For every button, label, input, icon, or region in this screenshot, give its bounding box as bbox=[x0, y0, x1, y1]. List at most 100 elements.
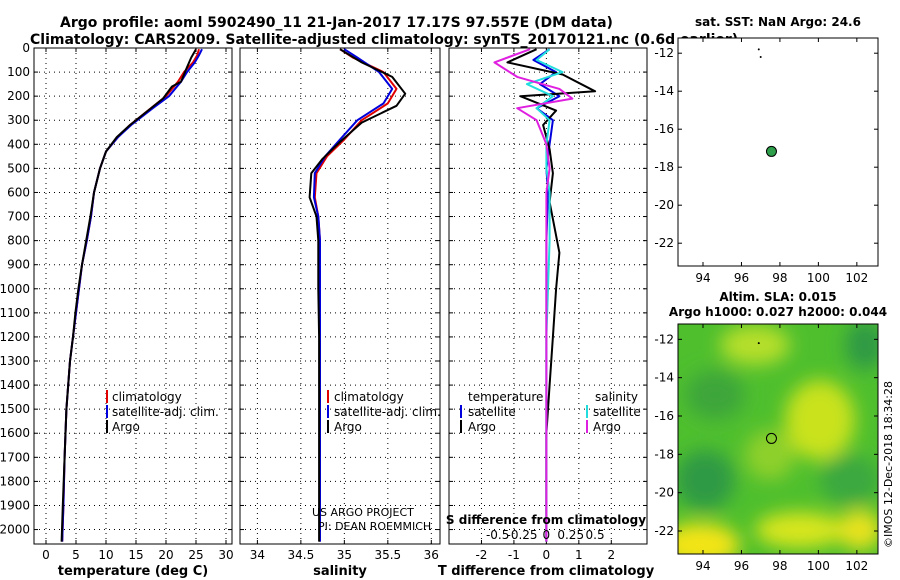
x2-tick-label: 0 bbox=[543, 528, 551, 542]
map-x-tick-label: 100 bbox=[807, 559, 830, 573]
depth-tick-label: 1800 bbox=[0, 474, 30, 488]
x-tick-label: 15 bbox=[128, 548, 143, 562]
salinity-legend: climatology satellite-adj. clim. Argo bbox=[327, 390, 441, 434]
sla-field bbox=[678, 324, 878, 554]
series-line-climatology bbox=[61, 48, 200, 542]
legend-label-satellite: satellite-adj. clim. bbox=[334, 405, 441, 419]
map-x-tick-label: 98 bbox=[772, 559, 787, 573]
depth-tick-label: 1700 bbox=[0, 450, 30, 464]
depth-tick-label: 800 bbox=[7, 234, 30, 248]
track-point bbox=[759, 56, 762, 58]
map-y-tick-label: -18 bbox=[654, 160, 674, 174]
series-line-argo bbox=[308, 48, 407, 542]
temperature-panel bbox=[33, 47, 233, 545]
x-tick-label: 10 bbox=[98, 548, 113, 562]
temperature-xlabel: temperature (deg C) bbox=[58, 564, 208, 579]
series-line-s-argo bbox=[493, 48, 574, 542]
depth-tick-label: 1400 bbox=[0, 378, 30, 392]
depth-tick-label: 1300 bbox=[0, 354, 30, 368]
series-line-t-argo bbox=[506, 48, 597, 542]
depth-tick-label: 1000 bbox=[0, 282, 30, 296]
x2-tick-label: -0.25 bbox=[507, 528, 538, 542]
x-tick-label: 2 bbox=[607, 548, 615, 562]
x-tick-label: -2 bbox=[475, 548, 487, 562]
map-x-tick-label: 98 bbox=[772, 271, 787, 285]
attribution-line-1: US ARGO PROJECT bbox=[312, 506, 414, 519]
map-y-tick-label: -18 bbox=[654, 447, 674, 461]
watermark: ©IMOS 12-Dec-2018 18:34:28 bbox=[882, 381, 895, 548]
map-x-tick-label: 102 bbox=[845, 559, 868, 573]
track-point bbox=[757, 48, 760, 51]
x-tick-label: 0 bbox=[42, 548, 50, 562]
x2-tick-label: -0.5 bbox=[486, 528, 509, 542]
depth-tick-label: 400 bbox=[7, 137, 30, 151]
sst-map-title: sat. SST: NaN Argo: 24.6 bbox=[695, 15, 861, 29]
map-y-tick-label: -16 bbox=[654, 409, 674, 423]
depth-tick-label: 1500 bbox=[0, 402, 30, 416]
depth-tick-label: 0 bbox=[22, 41, 30, 55]
legend-label-s-argo: Argo bbox=[593, 420, 621, 434]
x-tick-label: 20 bbox=[158, 548, 173, 562]
map-x-tick-label: 100 bbox=[807, 271, 830, 285]
map-x-tick-label: 96 bbox=[734, 271, 749, 285]
series-line-argo bbox=[60, 48, 197, 542]
sst-map-frame bbox=[677, 37, 879, 267]
legend-title-temperature: temperature bbox=[468, 390, 543, 404]
x-tick-label: 35.5 bbox=[374, 548, 401, 562]
map-y-tick-label: -16 bbox=[654, 122, 674, 136]
legend-label-t-satellite: satellite bbox=[468, 405, 516, 419]
map-x-tick-label: 94 bbox=[695, 271, 710, 285]
x-tick-label: -1 bbox=[508, 548, 520, 562]
depth-tick-label: 700 bbox=[7, 210, 30, 224]
depth-tick-label: 900 bbox=[7, 258, 30, 272]
depth-tick-label: 300 bbox=[7, 113, 30, 127]
x-tick-label: 34 bbox=[250, 548, 265, 562]
title-line-1: Argo profile: aoml 5902490_11 21-Jan-201… bbox=[60, 15, 613, 31]
x-tick-label: 34.5 bbox=[288, 548, 315, 562]
map-y-tick-label: -20 bbox=[654, 486, 674, 500]
depth-tick-label: 500 bbox=[7, 161, 30, 175]
map-y-tick-label: -14 bbox=[654, 84, 674, 98]
attribution-line-2: PI: DEAN ROEMMICH bbox=[318, 520, 431, 533]
x-tick-label: 35 bbox=[337, 548, 352, 562]
x2-tick-label: 0.5 bbox=[586, 528, 605, 542]
map-y-tick-label: -12 bbox=[654, 46, 674, 60]
legend-label-t-argo: Argo bbox=[468, 420, 496, 434]
legend-label-climatology: climatology bbox=[334, 390, 404, 404]
legend-label-satellite: satellite-adj. clim. bbox=[112, 405, 219, 419]
map-x-tick-label: 102 bbox=[845, 271, 868, 285]
map-y-tick-label: -12 bbox=[654, 332, 674, 346]
x-tick-label: 1 bbox=[575, 548, 583, 562]
x-tick-label: 36 bbox=[424, 548, 439, 562]
legend-label-argo: Argo bbox=[112, 420, 140, 434]
series-line-satellite-adj-clim- bbox=[312, 48, 394, 542]
difference-xlabel-2: S difference from climatology bbox=[446, 513, 646, 527]
map-y-tick-label: -22 bbox=[654, 236, 674, 250]
x2-tick-label: 0.25 bbox=[557, 528, 584, 542]
map-y-tick-label: -14 bbox=[654, 371, 674, 385]
legend-title-salinity: salinity bbox=[595, 390, 638, 404]
sla-map-title-2: Argo h1000: 0.027 h2000: 0.044 bbox=[669, 305, 887, 319]
legend-label-s-satellite: satellite bbox=[593, 405, 641, 419]
float-position-marker bbox=[765, 145, 777, 157]
depth-tick-label: 1900 bbox=[0, 498, 30, 512]
x-tick-label: 5 bbox=[72, 548, 80, 562]
map-y-tick-label: -20 bbox=[654, 198, 674, 212]
map-x-tick-label: 94 bbox=[695, 559, 710, 573]
depth-tick-label: 2000 bbox=[0, 523, 30, 537]
map-y-tick-label: -22 bbox=[654, 524, 674, 538]
salinity-xlabel: salinity bbox=[313, 564, 367, 579]
difference-panel bbox=[448, 47, 648, 545]
depth-tick-label: 200 bbox=[7, 89, 30, 103]
legend-label-argo: Argo bbox=[334, 420, 362, 434]
map-x-tick-label: 96 bbox=[734, 559, 749, 573]
depth-tick-label: 1600 bbox=[0, 426, 30, 440]
salinity-panel bbox=[239, 47, 441, 545]
sla-map-frame bbox=[677, 323, 879, 555]
track-point bbox=[757, 342, 760, 345]
depth-tick-label: 1100 bbox=[0, 306, 30, 320]
sla-map-title-1: Altim. SLA: 0.015 bbox=[719, 290, 836, 304]
depth-tick-label: 600 bbox=[7, 185, 30, 199]
x-tick-label: 0 bbox=[543, 548, 551, 562]
